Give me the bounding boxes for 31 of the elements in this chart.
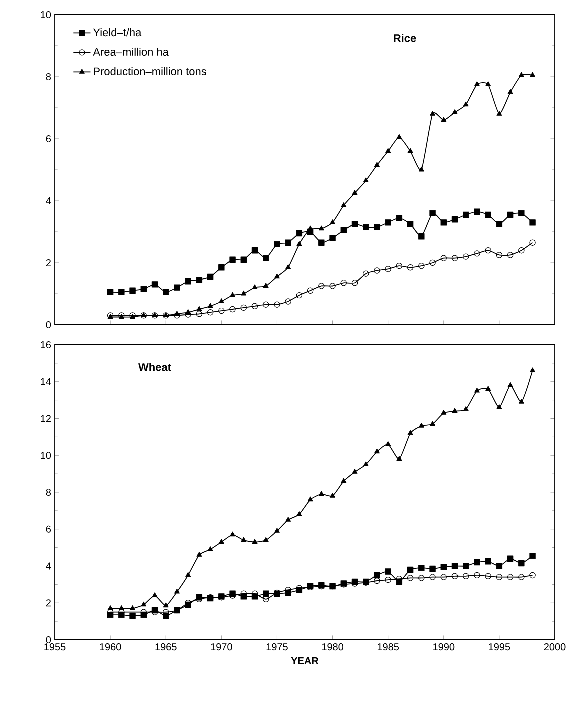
x-tick-label: 1995 bbox=[489, 644, 510, 651]
x-tick-label: 1985 bbox=[378, 644, 400, 651]
x-tick-label: 1960 bbox=[100, 644, 122, 651]
y-tick-label: 12 bbox=[41, 415, 51, 422]
x-axis-title: YEAR bbox=[291, 657, 319, 664]
y-tick-label: 0 bbox=[46, 636, 52, 644]
y-tick-label: 0 bbox=[46, 321, 52, 329]
text: Rice bbox=[394, 34, 416, 42]
y-tick-label: 2 bbox=[46, 260, 51, 266]
legend-label: Area–million ha bbox=[93, 48, 169, 56]
y-tick-label: 16 bbox=[41, 341, 52, 349]
y-tick-label: 6 bbox=[46, 135, 52, 143]
x-tick-label: 1980 bbox=[322, 644, 344, 651]
y-tick-label: 8 bbox=[46, 73, 52, 81]
x-tick-label: 1965 bbox=[156, 644, 177, 651]
y-tick-label: 4 bbox=[46, 198, 52, 204]
y-tick-label: 4 bbox=[46, 562, 52, 570]
x-tick-label: 1955 bbox=[44, 644, 66, 651]
y-tick-label: 2 bbox=[46, 600, 51, 607]
text: Wheat bbox=[138, 363, 172, 372]
y-tick-label: 6 bbox=[46, 526, 52, 533]
y-tick-label: 8 bbox=[46, 488, 52, 496]
y-tick-label: 10 bbox=[41, 452, 52, 460]
y-tick-label: 14 bbox=[41, 378, 52, 386]
x-tick-label: 2000 bbox=[544, 644, 566, 651]
x-tick-label: 1970 bbox=[211, 644, 232, 651]
x-tick-label: 1975 bbox=[266, 644, 288, 651]
x-tick-label: 1990 bbox=[434, 644, 455, 651]
legend-label: Production–million tons bbox=[94, 67, 206, 76]
legend-label: Yield–t/ha bbox=[93, 28, 142, 37]
y-tick-label: 10 bbox=[41, 11, 52, 19]
